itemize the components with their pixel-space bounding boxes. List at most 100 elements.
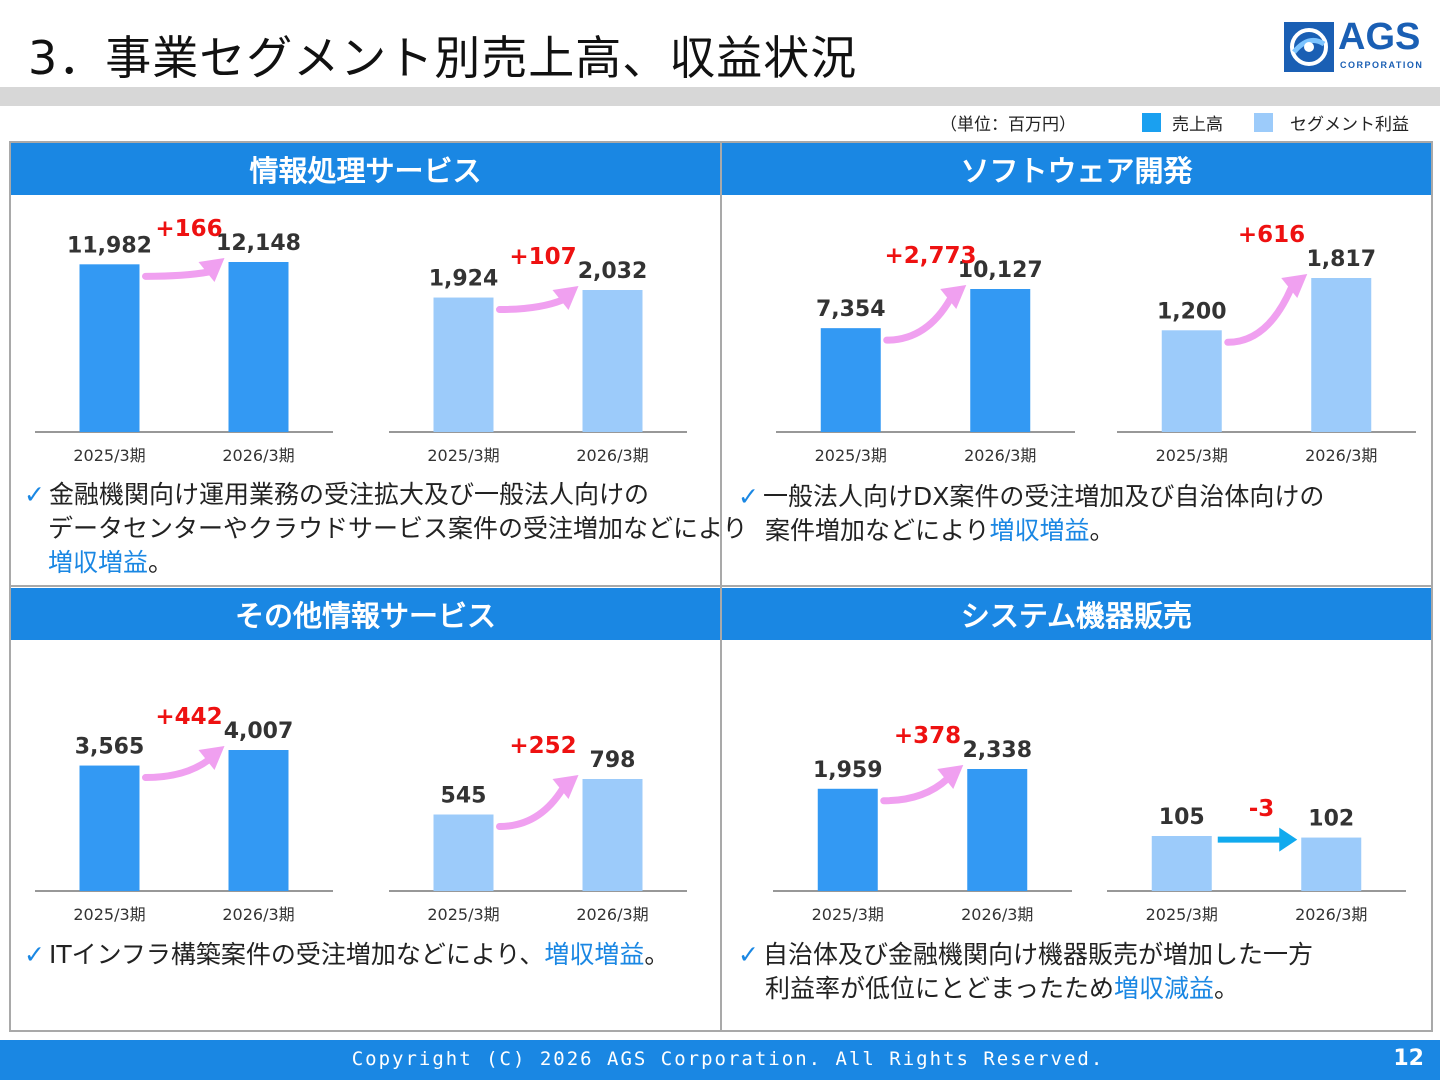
note-suffix: 。 [1089,516,1115,545]
tick-label: 2026/3期 [1295,905,1367,924]
data-label: 1,817 [1306,247,1376,272]
bar-curr [582,779,643,891]
data-label: 2,032 [578,259,648,284]
company-logo: AGS CORPORATION [1284,16,1430,72]
delta-arrowhead-icon [940,285,967,309]
note-suffix: 。 [1214,974,1240,1003]
check-icon: ✓ [24,480,45,509]
copyright-text: Copyright (C) 2026 AGS Corporation. All … [351,1048,1105,1070]
delta-arrowhead-icon [198,258,225,282]
bar-prev [1161,330,1222,432]
segment-header-info-processing: 情報処理サービス [11,143,720,195]
data-label: 105 [1159,805,1205,830]
tick-label: 2025/3期 [427,446,499,465]
legend-label-sales: 売上高 [1172,115,1223,135]
page-number: 12 [1393,1046,1424,1071]
data-label: 3,565 [75,735,145,760]
delta-arrow-icon [142,756,212,782]
note-software: ✓ 一般法人向けDX案件の受注増加及び自治体向けの 案件増加などにより増収増益。 [738,480,1324,548]
data-label: 11,982 [67,233,152,258]
bar-curr [970,289,1031,432]
delta-arrow-icon [1217,827,1298,852]
page-title: 3．事業セグメント別売上高、収益状況 [28,31,858,85]
unit-label: （単位：百万円） [940,115,1076,135]
note-line-1: 一般法人向けDX案件の受注増加及び自治体向けの [762,482,1325,511]
data-label: 1,200 [1157,299,1227,324]
data-label: 1,924 [429,267,499,292]
delta-arrowhead-icon [1281,274,1308,298]
delta-arrow-icon [1224,284,1295,346]
data-label: 798 [590,748,636,773]
logo-subtext: CORPORATION [1340,60,1424,70]
tick-label: 2026/3期 [222,905,294,924]
tick-label: 2025/3期 [427,905,499,924]
data-label: 2,338 [962,738,1032,763]
tick-label: 2025/3期 [1146,905,1218,924]
bar-curr [1301,837,1362,891]
delta-arrow-icon [496,296,566,314]
note-info-processing: ✓ 金融機関向け運用業務の受注拡大及び一般法人向けの データセンターやクラウドサー… [24,478,748,580]
bar-curr [582,290,643,432]
tick-label: 2026/3期 [576,905,648,924]
tick-label: 2025/3期 [73,905,145,924]
tick-label: 2026/3期 [1305,446,1377,465]
data-label: 10,127 [958,258,1043,283]
tick-label: 2025/3期 [73,446,145,465]
data-label: 7,354 [816,297,886,322]
note-line-1: ITインフラ構築案件の受注増加などにより、 [48,940,545,969]
note-highlight: 増収増益 [544,940,645,969]
delta-label: +2,773 [884,243,976,269]
footer: Copyright (C) 2026 AGS Corporation. All … [0,1040,1440,1080]
note-line-2: 利益率が低位にとどまったため [765,974,1115,1003]
horizontal-divider [9,585,1433,587]
delta-arrowhead-icon [552,775,579,799]
bar-prev [820,328,881,432]
delta-arrowhead-icon [552,286,579,310]
legend-label-profit: セグメント利益 [1290,115,1409,135]
delta-label: -3 [1249,796,1275,822]
data-label: 545 [441,784,487,809]
logo-swirl-icon [1284,22,1334,72]
delta-label: +442 [155,704,222,730]
note-highlight: 増収増益 [48,548,149,577]
note-line-1: 自治体及び金融機関向け機器販売が増加した一方 [762,940,1313,969]
delta-label: +616 [1238,222,1305,248]
tick-label: 2026/3期 [964,446,1036,465]
delta-arrow-icon [496,785,566,831]
delta-label: +252 [509,733,576,759]
segment-charts: 11,982 2025/3期 12,148 2026/3期 +166 1,924 2025/… [35,216,1416,924]
delta-arrow-icon [883,295,954,344]
tick-label: 2026/3期 [576,446,648,465]
delta-arrow-icon [880,775,951,805]
data-label: 1,959 [813,758,883,783]
data-label: 12,148 [216,231,301,256]
note-suffix: 。 [148,548,174,577]
segment-header-software: ソフトウェア開発 [722,143,1431,195]
bar-prev [79,765,140,891]
note-line-1: 金融機関向け運用業務の受注拡大及び一般法人向けの [48,480,649,509]
note-system-equipment: ✓ 自治体及び金融機関向け機器販売が増加した一方 利益率が低位にとどまったため増収… [738,938,1313,1006]
header-divider [0,87,1440,106]
bar-curr [228,262,289,432]
tick-label: 2025/3期 [815,446,887,465]
delta-arrowhead-icon [198,746,225,770]
tick-label: 2026/3期 [961,905,1033,924]
note-line-2: データセンターやクラウドサービス案件の受注増加などにより [48,514,748,543]
check-icon: ✓ [738,482,759,511]
delta-label: +107 [509,244,576,270]
note-suffix: 。 [644,940,670,969]
note-line-2: 案件増加などにより [765,516,990,545]
bar-curr [1311,278,1372,432]
delta-arrowhead-icon [937,765,964,789]
delta-arrow-icon [142,268,212,280]
segment-header-system-equipment: システム機器販売 [722,588,1431,640]
bar-prev [1151,836,1212,891]
delta-label: +378 [894,723,961,749]
data-label: 102 [1308,807,1354,832]
bar-prev [433,297,494,432]
bar-prev [433,814,494,891]
tick-label: 2026/3期 [222,446,294,465]
bar-curr [228,750,289,891]
bar-prev [817,788,878,891]
note-other-info: ✓ ITインフラ構築案件の受注増加などにより、増収増益。 [24,938,669,972]
